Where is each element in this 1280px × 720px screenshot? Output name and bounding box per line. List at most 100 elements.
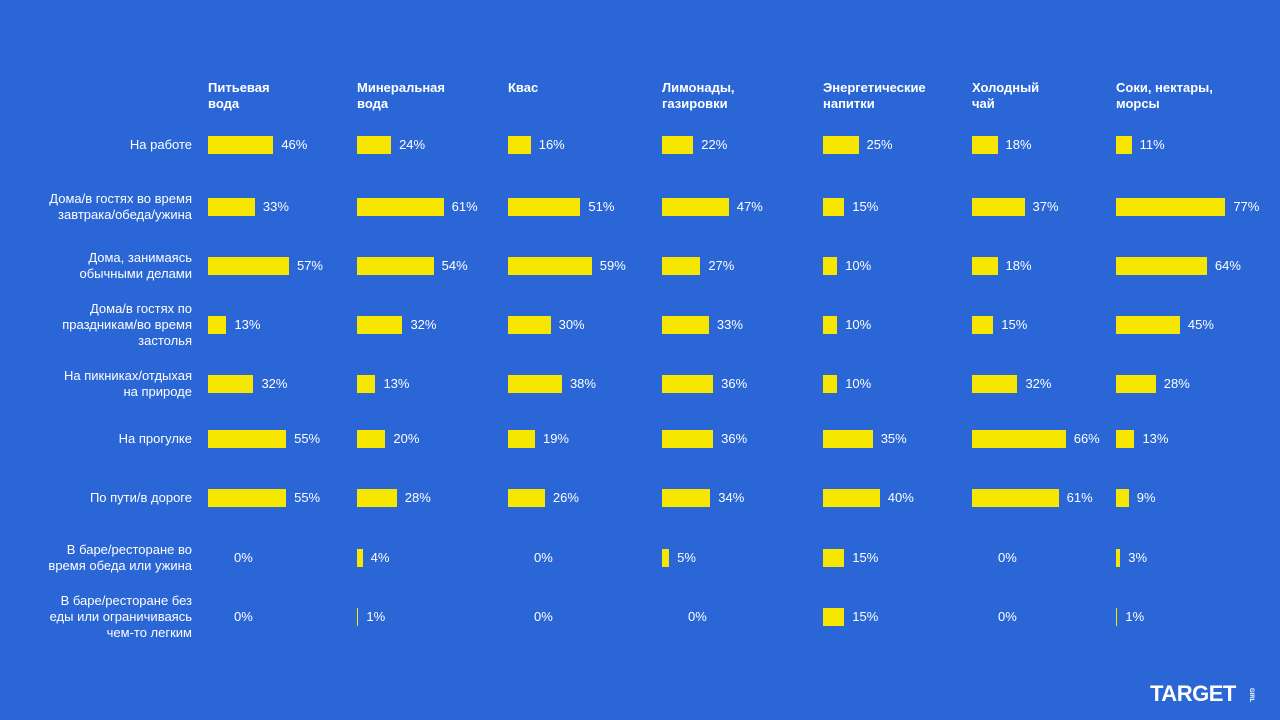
bar <box>1116 198 1226 216</box>
bar <box>1116 430 1135 448</box>
value-label: 0% <box>234 609 253 624</box>
value-label: 34% <box>718 490 745 505</box>
column-header: Минеральная вода <box>357 80 445 111</box>
value-label: 0% <box>688 609 707 624</box>
value-label: 54% <box>441 258 468 273</box>
value-label: 59% <box>599 258 626 273</box>
value-label: 20% <box>393 431 420 446</box>
value-label: 32% <box>261 376 288 391</box>
bar <box>972 316 994 334</box>
row-label: На прогулке <box>118 431 192 446</box>
row-label: По пути/в дороге <box>89 490 192 505</box>
bar <box>508 316 551 334</box>
bar <box>823 608 845 626</box>
value-label: 9% <box>1136 490 1156 505</box>
bar <box>208 136 274 154</box>
value-label: 26% <box>552 490 579 505</box>
bar <box>508 136 531 154</box>
value-label: 61% <box>451 199 478 214</box>
value-label: 15% <box>1001 317 1028 332</box>
value-label: 10% <box>845 258 872 273</box>
value-label: 28% <box>1163 376 1190 391</box>
brand-logo-sub: GIRL <box>1248 688 1254 703</box>
bar <box>972 375 1018 393</box>
bar <box>1116 489 1129 507</box>
bar <box>823 489 880 507</box>
value-label: 37% <box>1032 199 1059 214</box>
bar <box>508 430 535 448</box>
bar <box>823 257 838 275</box>
row-label: На работе <box>129 137 192 152</box>
value-label: 30% <box>558 317 585 332</box>
row-label: В баре/ресторане во время обеда или ужин… <box>48 542 192 573</box>
value-label: 10% <box>845 317 872 332</box>
row-label: На пикниках/отдыхая на природе <box>64 368 192 399</box>
bar <box>662 316 709 334</box>
column-header: Соки, нектары, морсы <box>1116 80 1213 111</box>
bar <box>1116 608 1118 626</box>
bar <box>357 136 392 154</box>
value-label: 16% <box>538 137 565 152</box>
value-label: 15% <box>852 199 879 214</box>
value-label: 46% <box>281 137 308 152</box>
value-label: 13% <box>383 376 410 391</box>
value-label: 1% <box>366 609 386 624</box>
value-label: 0% <box>534 609 553 624</box>
bar <box>972 257 998 275</box>
value-label: 3% <box>1128 550 1148 565</box>
value-label: 57% <box>296 258 323 273</box>
bar <box>972 198 1025 216</box>
bar <box>208 375 254 393</box>
bar <box>823 136 859 154</box>
value-label: 18% <box>1005 258 1032 273</box>
value-label: 5% <box>677 550 696 565</box>
bar <box>823 430 873 448</box>
bar <box>823 375 838 393</box>
bar <box>662 198 729 216</box>
bar <box>357 257 434 275</box>
bar <box>662 375 714 393</box>
value-label: 1% <box>1125 609 1145 624</box>
bar <box>1116 375 1156 393</box>
value-label: 25% <box>866 137 893 152</box>
brand-logo: TARGET <box>1150 681 1236 706</box>
value-label: 18% <box>1005 137 1032 152</box>
value-label: 55% <box>294 431 321 446</box>
bar <box>208 316 227 334</box>
value-label: 13% <box>1142 431 1169 446</box>
value-label: 15% <box>852 550 879 565</box>
value-label: 19% <box>542 431 569 446</box>
row-label: В баре/ресторане без еды или ограничивая… <box>49 593 192 640</box>
bar <box>972 489 1059 507</box>
value-label: 15% <box>852 609 879 624</box>
value-label: 40% <box>887 490 914 505</box>
value-label: 45% <box>1187 317 1214 332</box>
bar <box>823 316 838 334</box>
bar <box>357 430 386 448</box>
bar <box>662 257 701 275</box>
value-label: 13% <box>234 317 261 332</box>
bar <box>357 608 359 626</box>
value-label: 32% <box>410 317 437 332</box>
value-label: 33% <box>716 317 743 332</box>
value-label: 38% <box>569 376 596 391</box>
value-label: 0% <box>534 550 553 565</box>
bar <box>357 549 363 567</box>
value-label: 66% <box>1073 431 1100 446</box>
value-label: 0% <box>998 609 1017 624</box>
bar <box>662 489 711 507</box>
bar <box>823 198 845 216</box>
row-label: Дома/в гостях во время завтрака/обеда/уж… <box>49 191 192 222</box>
value-label: 4% <box>370 550 390 565</box>
value-label: 36% <box>721 376 748 391</box>
value-label: 28% <box>404 490 431 505</box>
bar <box>972 136 998 154</box>
value-label: 0% <box>998 550 1017 565</box>
bar <box>208 198 255 216</box>
value-label: 35% <box>880 431 907 446</box>
bar <box>662 430 714 448</box>
row-label: Дома/в гостях по праздникам/во время зас… <box>62 301 192 348</box>
value-label: 47% <box>736 199 763 214</box>
bar <box>1116 136 1132 154</box>
